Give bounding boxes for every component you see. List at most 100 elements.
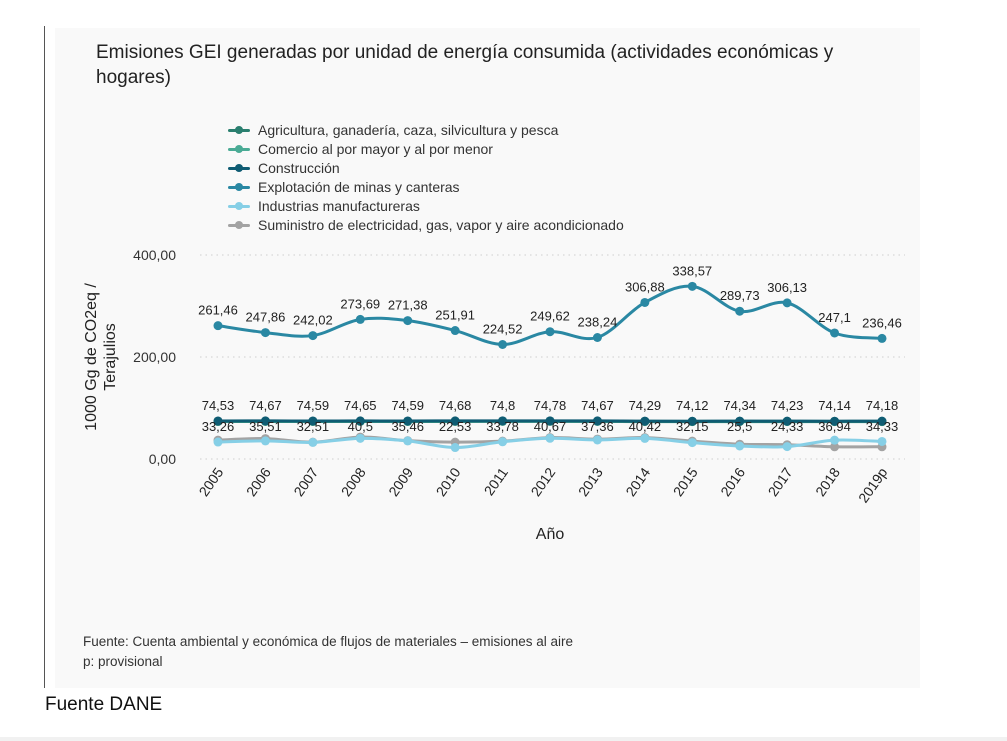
data-point bbox=[403, 316, 413, 326]
data-point bbox=[308, 437, 318, 447]
data-label: 33,78 bbox=[486, 419, 519, 434]
x-axis-label: Año bbox=[536, 526, 565, 543]
data-point bbox=[830, 435, 840, 445]
data-point bbox=[830, 442, 840, 452]
data-label: 34,33 bbox=[866, 419, 899, 434]
x-tick-label: 2010 bbox=[433, 464, 464, 499]
legend-item[interactable]: Industrias manufactureras bbox=[228, 196, 624, 215]
data-label: 338,57 bbox=[672, 263, 712, 278]
x-tick-label: 2013 bbox=[575, 464, 606, 499]
data-label: 35,51 bbox=[249, 419, 282, 434]
legend-swatch-icon bbox=[228, 182, 250, 192]
data-label: 271,38 bbox=[388, 298, 428, 313]
chart-card bbox=[55, 28, 920, 688]
data-point bbox=[403, 436, 413, 446]
chart-title: Emisiones GEI generadas por unidad de en… bbox=[96, 42, 834, 88]
data-label: 40,67 bbox=[534, 419, 567, 434]
data-point bbox=[545, 416, 555, 426]
bottom-strip bbox=[0, 737, 1007, 741]
data-label: 22,53 bbox=[439, 419, 472, 434]
data-label: 261,46 bbox=[198, 303, 238, 318]
y-tick-label: 0,00 bbox=[149, 451, 176, 467]
x-tick-label: 2019p bbox=[855, 464, 891, 505]
data-label: 238,24 bbox=[578, 314, 618, 329]
data-label: 251,91 bbox=[435, 308, 475, 323]
data-label: 74,68 bbox=[439, 398, 472, 413]
data-point bbox=[498, 437, 508, 447]
legend-swatch-icon bbox=[228, 144, 250, 154]
y-tick-label: 400,00 bbox=[133, 247, 176, 263]
data-point bbox=[260, 328, 270, 338]
legend-swatch-icon bbox=[228, 201, 250, 211]
data-label: 249,62 bbox=[530, 309, 570, 324]
data-label: 273,69 bbox=[340, 296, 380, 311]
x-tick-label: 2018 bbox=[812, 464, 843, 499]
data-label: 74,59 bbox=[297, 398, 330, 413]
data-point bbox=[877, 416, 887, 426]
data-point bbox=[782, 298, 792, 308]
y-tick-label: 200,00 bbox=[133, 349, 176, 365]
data-point bbox=[450, 326, 460, 336]
x-tick-label: 2005 bbox=[195, 464, 226, 499]
x-tick-label: 2009 bbox=[385, 464, 416, 499]
legend-item[interactable]: Construcción bbox=[228, 158, 624, 177]
data-label: 74,65 bbox=[344, 398, 377, 413]
x-tick-label: 2006 bbox=[243, 464, 274, 499]
legend-swatch-icon bbox=[228, 220, 250, 230]
data-point bbox=[498, 416, 508, 426]
data-point bbox=[735, 306, 745, 316]
data-label: 35,46 bbox=[391, 419, 424, 434]
x-tick-label: 2011 bbox=[481, 464, 511, 498]
data-label: 37,36 bbox=[581, 419, 614, 434]
x-tick-label: 2014 bbox=[622, 464, 653, 499]
data-label: 247,1 bbox=[818, 310, 851, 325]
data-point bbox=[355, 433, 365, 443]
data-label: 242,02 bbox=[293, 313, 333, 328]
legend: Agricultura, ganadería, caza, silvicultu… bbox=[228, 120, 624, 234]
legend-item[interactable]: Agricultura, ganadería, caza, silvicultu… bbox=[228, 120, 624, 139]
data-point bbox=[687, 281, 697, 291]
data-point bbox=[782, 442, 792, 452]
data-label: 36,94 bbox=[818, 419, 851, 434]
data-point bbox=[355, 416, 365, 426]
data-point bbox=[687, 416, 697, 426]
data-label: 74,34 bbox=[723, 398, 756, 413]
data-point bbox=[830, 328, 840, 338]
legend-item[interactable]: Comercio al por mayor y al por menor bbox=[228, 139, 624, 158]
data-point bbox=[308, 416, 318, 426]
data-point bbox=[592, 332, 602, 342]
data-point bbox=[830, 416, 840, 426]
footnote-source: Fuente: Cuenta ambiental y económica de … bbox=[83, 634, 574, 649]
legend-label: Explotación de minas y canteras bbox=[258, 178, 460, 195]
data-label: 40,5 bbox=[348, 419, 373, 434]
y-axis-label: 1000 Gg de CO2eq / Terajulios bbox=[83, 283, 119, 431]
legend-item[interactable]: Explotación de minas y canteras bbox=[228, 177, 624, 196]
data-point bbox=[213, 416, 223, 426]
legend-item[interactable]: Suministro de electricidad, gas, vapor y… bbox=[228, 215, 624, 234]
data-point bbox=[782, 416, 792, 426]
legend-swatch-icon bbox=[228, 163, 250, 173]
data-label: 40,42 bbox=[629, 419, 662, 434]
footnote: Fuente: Cuenta ambiental y económica de … bbox=[83, 632, 573, 672]
data-point bbox=[308, 331, 318, 341]
x-tick-label: 2017 bbox=[765, 464, 796, 499]
data-point bbox=[498, 339, 508, 349]
data-label: 74,67 bbox=[581, 398, 614, 413]
data-label: 236,46 bbox=[862, 315, 902, 330]
data-point bbox=[735, 416, 745, 426]
x-tick-label: 2016 bbox=[717, 464, 748, 499]
caption: Fuente DANE bbox=[45, 694, 163, 715]
data-label: 74,18 bbox=[866, 398, 899, 413]
data-label: 74,12 bbox=[676, 398, 709, 413]
data-point bbox=[640, 433, 650, 443]
data-label: 24,33 bbox=[771, 419, 804, 434]
data-label: 25,5 bbox=[727, 419, 752, 434]
data-point bbox=[877, 436, 887, 446]
data-point bbox=[640, 416, 650, 426]
x-tick-label: 2012 bbox=[527, 464, 558, 499]
legend-label: Industrias manufactureras bbox=[258, 197, 420, 214]
legend-label: Comercio al por mayor y al por menor bbox=[258, 140, 493, 157]
quote-bar bbox=[44, 26, 45, 688]
data-point bbox=[260, 436, 270, 446]
